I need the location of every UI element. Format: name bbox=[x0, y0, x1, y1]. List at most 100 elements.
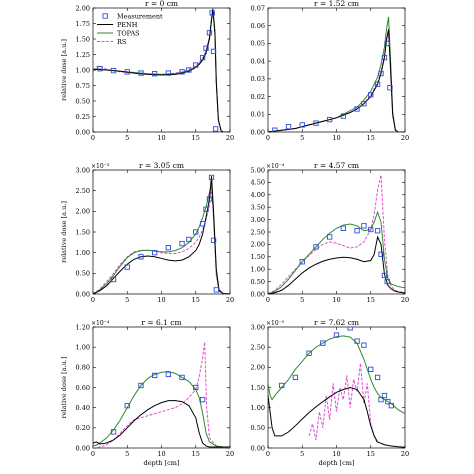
series-line-topas bbox=[268, 16, 405, 132]
data-point-measurement bbox=[347, 327, 353, 331]
series-line-penh bbox=[268, 235, 405, 294]
panel-r762: 0 5 10 15 20 0.00 0.50 1.00 1.50 2.00 2.50 3.00 r = … bbox=[251, 318, 410, 467]
y-tick-label: 0.00 bbox=[76, 444, 90, 452]
y-tick-label: 0.05 bbox=[251, 40, 265, 48]
x-tick-label: 20 bbox=[401, 134, 409, 142]
y-tick-label: 0.02 bbox=[251, 93, 265, 101]
series-line-topas bbox=[93, 8, 230, 132]
y-tick-label: 0.60 bbox=[76, 384, 90, 392]
plot-frame bbox=[267, 326, 406, 449]
series-line-penh bbox=[93, 400, 230, 448]
y-tick-label: 1.00 bbox=[251, 266, 265, 274]
x-tick-label: 20 bbox=[401, 450, 409, 458]
data-point-measurement bbox=[299, 259, 305, 265]
data-point-measurement bbox=[327, 234, 333, 240]
data-point-measurement bbox=[179, 240, 185, 247]
data-point-measurement bbox=[381, 54, 388, 61]
data-point-measurement bbox=[97, 66, 103, 72]
data-point-measurement bbox=[313, 120, 319, 126]
data-point-measurement bbox=[381, 272, 388, 279]
y-tick-label: 0.00 bbox=[251, 128, 265, 136]
series-line-rs bbox=[93, 342, 230, 448]
y-axis-label: relative dose [a.u.] bbox=[60, 357, 68, 419]
y-tick-label: 0.40 bbox=[76, 404, 90, 412]
x-tick-label: 5 bbox=[125, 450, 129, 458]
plot-area bbox=[93, 174, 230, 294]
panel-r457: 0 5 10 15 20 0.00 0.50 1.00 1.50 2.00 2.50 3.00 3.50… bbox=[251, 161, 410, 304]
y-tick-label: 0.03 bbox=[251, 75, 265, 83]
x-tick-label: 10 bbox=[332, 134, 340, 142]
y-tick-label: 3.00 bbox=[251, 216, 265, 224]
data-point-measurement bbox=[151, 250, 158, 256]
y-tick-label: 2.50 bbox=[251, 343, 265, 351]
x-tick-label: 10 bbox=[157, 134, 165, 142]
data-point-measurement bbox=[333, 332, 340, 338]
data-point-measurement bbox=[374, 374, 381, 381]
y-axis-label: relative dose [a.u.] bbox=[60, 201, 68, 263]
data-point-measurement bbox=[378, 70, 384, 77]
plot-area bbox=[268, 174, 405, 294]
data-point-measurement bbox=[292, 374, 299, 381]
x-tick-label: 0 bbox=[266, 296, 270, 304]
x-tick-label: 0 bbox=[266, 450, 270, 458]
y-axis-label: relative dose [a.u.] bbox=[60, 39, 68, 101]
y-tick-label: 0.75 bbox=[76, 82, 90, 90]
legend-label: Measurement bbox=[117, 12, 163, 20]
panel-title: r = 1.52 cm bbox=[314, 0, 359, 8]
data-point-measurement bbox=[374, 81, 381, 87]
plot-frame bbox=[92, 7, 231, 133]
data-point-measurement bbox=[209, 10, 215, 16]
panel-r152: 0 5 10 15 20 0.00 0.01 0.02 0.03 0.04 0.05 0.06 0.07… bbox=[251, 0, 410, 142]
y-multiplier: ×10⁻⁵ bbox=[266, 320, 285, 327]
data-point-measurement bbox=[138, 254, 144, 260]
data-point-measurement bbox=[313, 244, 319, 250]
data-point-measurement bbox=[368, 92, 374, 98]
x-tick-label: 15 bbox=[367, 134, 375, 142]
data-point-measurement bbox=[385, 398, 391, 405]
x-tick-label: 20 bbox=[226, 450, 234, 458]
y-tick-label: 1.20 bbox=[76, 323, 90, 331]
y-tick-label: 0.01 bbox=[251, 111, 265, 119]
plot-area bbox=[93, 342, 230, 448]
data-point-measurement bbox=[354, 228, 360, 234]
legend-label: RS bbox=[117, 38, 126, 46]
data-point-measurement bbox=[110, 67, 117, 74]
y-tick-label: 1.50 bbox=[251, 384, 265, 392]
series-line-penh bbox=[268, 29, 405, 132]
x-tick-label: 5 bbox=[300, 450, 304, 458]
y-tick-label: 0.00 bbox=[251, 290, 265, 298]
series-line-penh bbox=[93, 176, 230, 294]
data-point-measurement bbox=[138, 70, 144, 76]
panel-title: r = 4.57 cm bbox=[314, 161, 359, 170]
data-point-measurement bbox=[124, 69, 130, 75]
x-tick-label: 0 bbox=[266, 134, 270, 142]
data-point-measurement bbox=[193, 62, 199, 68]
y-tick-label: 1.00 bbox=[76, 66, 90, 74]
data-point-measurement bbox=[206, 196, 213, 202]
x-tick-label: 0 bbox=[91, 450, 95, 458]
y-tick-label: 0.00 bbox=[251, 444, 265, 452]
y-tick-label: 0.50 bbox=[251, 278, 265, 286]
data-point-measurement bbox=[124, 403, 130, 409]
y-tick-label: 2.00 bbox=[76, 208, 90, 216]
data-point-measurement bbox=[199, 54, 206, 61]
x-tick-label: 0 bbox=[91, 134, 95, 142]
panel-title: r = 6.1 cm bbox=[141, 318, 181, 327]
data-point-measurement bbox=[354, 106, 360, 112]
data-point-measurement bbox=[368, 226, 374, 233]
data-point-measurement bbox=[212, 126, 219, 132]
data-point-measurement bbox=[179, 69, 185, 75]
data-point-measurement bbox=[361, 223, 367, 229]
plot-area bbox=[268, 327, 405, 448]
y-tick-label: 4.50 bbox=[251, 179, 265, 187]
data-point-measurement bbox=[186, 67, 192, 73]
y-tick-label: 0.25 bbox=[76, 113, 90, 121]
plot-frame bbox=[267, 7, 406, 133]
data-point-measurement bbox=[354, 338, 360, 344]
data-point-measurement bbox=[306, 350, 312, 356]
data-point-measurement bbox=[193, 229, 199, 235]
x-tick-label: 15 bbox=[192, 134, 200, 142]
x-tick-label: 15 bbox=[367, 296, 375, 304]
series-line-penh bbox=[93, 9, 230, 132]
